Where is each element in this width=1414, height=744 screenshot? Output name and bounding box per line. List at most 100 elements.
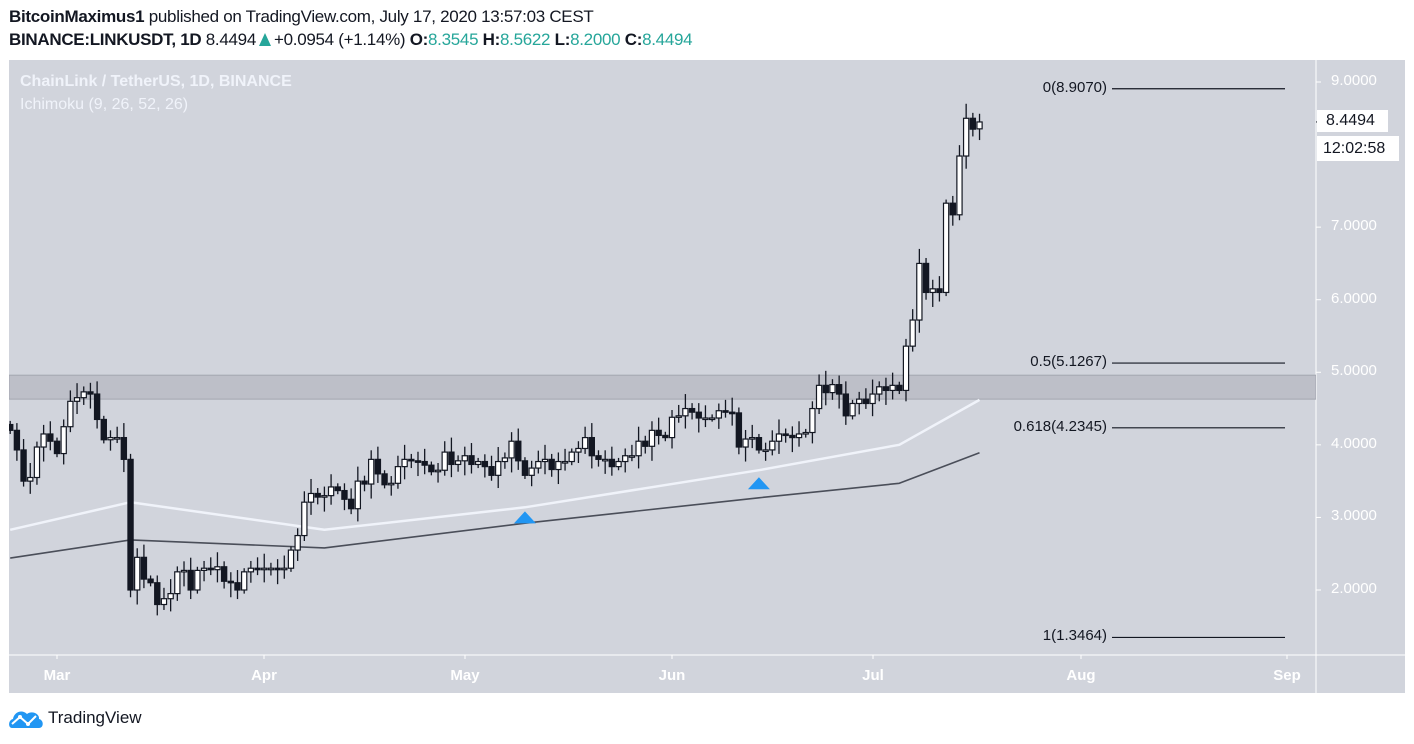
candle — [187, 557, 194, 600]
candle-body-down — [548, 458, 555, 471]
candle — [521, 457, 529, 479]
candle — [87, 382, 94, 409]
candle-body-up — [461, 455, 468, 462]
candle-body-up — [942, 202, 950, 294]
candle — [916, 248, 923, 333]
candle — [762, 442, 769, 461]
candle-body-down — [662, 434, 669, 439]
resistance-zone — [9, 374, 1316, 400]
candle — [274, 559, 281, 585]
candle — [414, 451, 422, 477]
candle — [281, 555, 288, 579]
candle-body-up — [67, 400, 74, 428]
candle — [160, 587, 168, 610]
candle — [555, 452, 562, 485]
candle-body-up — [194, 569, 201, 591]
price-tick: 6.0000 — [1331, 290, 1377, 307]
candle-body-up — [855, 398, 863, 405]
candle-body-up — [113, 436, 121, 440]
candle — [287, 546, 295, 572]
candle — [581, 426, 589, 454]
candle-body-down — [408, 458, 415, 462]
candle-body-up — [501, 457, 509, 463]
candle — [388, 476, 395, 496]
candle — [902, 338, 910, 402]
candle-body-down — [862, 398, 870, 405]
candle — [876, 381, 883, 402]
candle — [601, 450, 609, 474]
candle-body-up — [541, 458, 549, 463]
candle — [608, 446, 616, 476]
candle — [200, 560, 208, 582]
candle-body-up — [555, 460, 562, 471]
candle — [869, 379, 876, 417]
candle-body-up — [528, 467, 535, 476]
candle-body-down — [207, 567, 214, 571]
candle — [167, 579, 174, 612]
candle — [341, 483, 348, 511]
candle-body-up — [394, 466, 402, 484]
candle — [662, 431, 669, 442]
candle-body-down — [588, 436, 596, 457]
candle-body-down — [381, 473, 388, 486]
candle-body-up — [367, 458, 375, 485]
candle-body-down — [882, 386, 890, 392]
candle — [234, 570, 241, 600]
candle-body-up — [401, 458, 408, 468]
candle — [722, 399, 729, 418]
price-tick: 7.0000 — [1331, 217, 1377, 234]
candle-body-down — [642, 440, 649, 447]
candle-body-up — [749, 436, 756, 440]
time-tick: May — [450, 667, 480, 684]
candle — [755, 433, 763, 454]
candle — [220, 561, 228, 589]
candle — [254, 557, 261, 576]
candle-body-down — [515, 440, 522, 462]
candle-body-down — [254, 567, 261, 571]
candle — [240, 568, 248, 594]
candle — [561, 448, 569, 471]
candle-body-up — [708, 417, 716, 421]
candle — [575, 441, 582, 463]
candle — [247, 560, 255, 583]
candle-body-up — [33, 446, 41, 479]
candle — [401, 444, 408, 480]
time-tick: Jun — [658, 667, 686, 684]
candle-body-down — [274, 567, 281, 571]
candle — [93, 381, 101, 429]
fib-level-label: 0.618(4.2345) — [1013, 417, 1107, 435]
candle — [775, 419, 783, 454]
time-tick: Sep — [1273, 667, 1301, 684]
candle — [749, 424, 756, 449]
candle-body-up — [715, 410, 723, 419]
candle — [896, 381, 903, 395]
candle — [134, 548, 141, 605]
candle-body-down — [595, 455, 602, 460]
candle-body-up — [889, 384, 896, 392]
candle — [147, 575, 154, 587]
candle — [361, 475, 368, 492]
candle — [702, 405, 709, 428]
indicator-legend[interactable]: Ichimoku (9, 26, 52, 26) — [20, 96, 189, 113]
candle-body-down — [140, 556, 148, 580]
tradingview-logo[interactable]: TradingView — [8, 707, 142, 729]
candle-body-up — [287, 549, 295, 569]
candle — [174, 566, 181, 601]
moving-average-line — [9, 398, 981, 532]
candle-body-down — [735, 412, 743, 448]
candle — [73, 383, 81, 415]
candle — [374, 446, 382, 483]
candle-body-up — [134, 556, 141, 591]
candle — [461, 446, 468, 476]
candle-body-down — [220, 566, 228, 582]
candle — [488, 455, 495, 481]
time-tick: Apr — [251, 667, 277, 684]
candle — [334, 483, 341, 495]
candle — [67, 390, 74, 433]
publish-info: BitcoinMaximus1 published on TradingView… — [9, 7, 594, 27]
candle-body-up — [240, 571, 248, 591]
candle-body-up — [107, 436, 114, 441]
candle — [127, 453, 134, 598]
author-name[interactable]: BitcoinMaximus1 — [9, 7, 145, 26]
